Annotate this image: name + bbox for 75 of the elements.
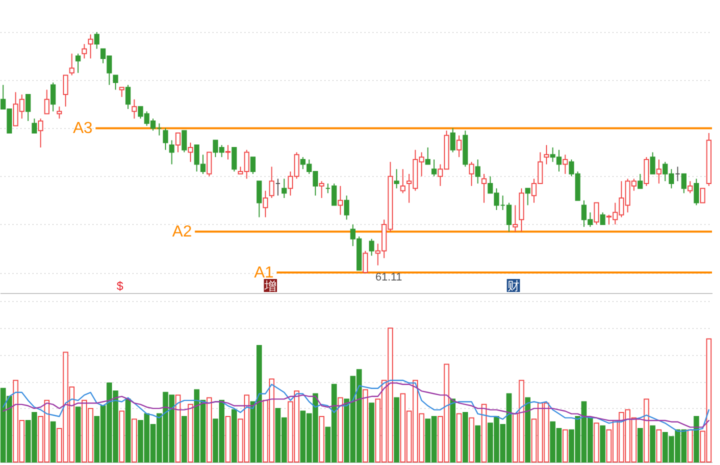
candlestick	[650, 152, 656, 174]
candlestick	[400, 168, 406, 194]
candlestick	[188, 142, 194, 162]
bar	[182, 416, 187, 462]
candlestick	[688, 180, 693, 194]
candlestick	[475, 158, 480, 184]
candlestick	[512, 204, 518, 232]
candlestick	[700, 188, 706, 204]
candlestick	[369, 238, 374, 256]
candlestick	[450, 128, 456, 153]
candlestick	[525, 188, 530, 206]
candlestick	[119, 86, 124, 98]
candlestick	[44, 89, 50, 114]
candlestick	[562, 154, 568, 174]
candlestick	[362, 250, 368, 274]
candlestick	[468, 161, 474, 186]
candlestick	[694, 178, 699, 206]
bar	[394, 397, 400, 462]
candlestick	[125, 84, 131, 110]
candlestick	[88, 34, 94, 59]
bar	[694, 416, 700, 462]
candlestick	[206, 152, 212, 177]
candlestick	[431, 158, 437, 177]
candlestick	[94, 31, 100, 50]
ref-line-label: A3	[72, 120, 93, 138]
candlestick	[26, 94, 31, 122]
candlestick	[594, 202, 600, 225]
candlestick	[132, 98, 137, 120]
candlestick	[681, 173, 686, 194]
candlestick	[638, 173, 643, 189]
candlestick	[182, 130, 187, 153]
annotation: 61.11	[375, 272, 402, 284]
candlestick	[32, 118, 37, 134]
candlestick	[456, 134, 462, 158]
candlestick	[344, 195, 350, 220]
bar	[637, 428, 643, 462]
candlestick	[162, 128, 168, 150]
candlestick	[282, 178, 287, 198]
candlestick	[175, 132, 181, 153]
candlestick	[269, 166, 274, 198]
candlestick	[262, 190, 268, 218]
candlestick	[38, 118, 44, 148]
bar	[50, 421, 56, 462]
candlestick	[56, 106, 62, 120]
candlestick	[232, 146, 237, 172]
candlestick	[544, 144, 550, 165]
candlestick	[338, 185, 343, 216]
bar	[75, 406, 81, 462]
bar	[475, 425, 480, 462]
candlestick	[75, 53, 81, 74]
candlestick	[225, 144, 231, 160]
text: $	[116, 279, 124, 293]
bar	[525, 397, 530, 462]
bar	[125, 398, 131, 462]
bar	[650, 425, 656, 462]
bar	[600, 425, 606, 462]
bar	[232, 409, 237, 462]
candlestick	[656, 158, 662, 184]
candlestick	[256, 180, 262, 218]
candlestick	[250, 156, 256, 174]
ref-line-label: A2	[172, 224, 192, 241]
candlestick	[50, 82, 56, 112]
bar	[368, 402, 374, 462]
candlestick	[425, 146, 430, 165]
bar	[462, 412, 468, 462]
candlestick	[169, 140, 174, 165]
candlestick	[319, 180, 324, 198]
candlestick	[112, 74, 118, 90]
candlestick	[394, 168, 400, 189]
candlestick	[82, 44, 87, 59]
candlestick	[600, 212, 606, 225]
candlestick	[62, 74, 68, 108]
bar	[450, 398, 456, 462]
candlestick	[69, 53, 74, 76]
candlestick	[481, 173, 487, 204]
